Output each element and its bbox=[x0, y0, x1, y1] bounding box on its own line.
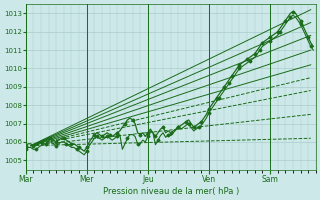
X-axis label: Pression niveau de la mer( hPa ): Pression niveau de la mer( hPa ) bbox=[103, 187, 239, 196]
